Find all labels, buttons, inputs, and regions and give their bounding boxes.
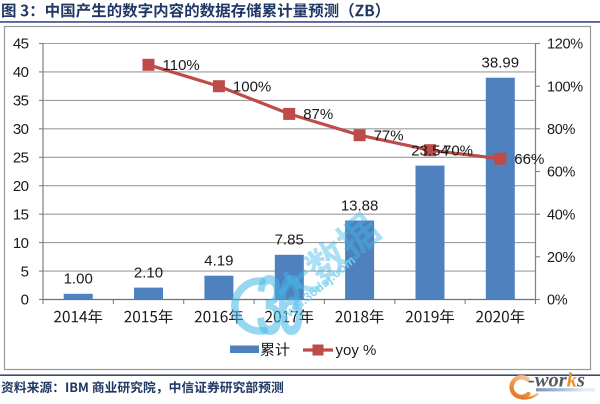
svg-text:38.99: 38.99 bbox=[482, 55, 520, 72]
svg-text:23.54: 23.54 bbox=[411, 142, 449, 159]
svg-text:70%: 70% bbox=[443, 142, 473, 159]
svg-text:0%: 0% bbox=[547, 293, 568, 309]
svg-text:100%: 100% bbox=[547, 79, 583, 95]
svg-text:0: 0 bbox=[21, 292, 29, 309]
svg-text:35: 35 bbox=[13, 93, 29, 110]
svg-text:100%: 100% bbox=[233, 78, 271, 95]
svg-text:1.00: 1.00 bbox=[64, 271, 93, 288]
svg-text:15: 15 bbox=[13, 206, 29, 223]
svg-text:10: 10 bbox=[13, 235, 29, 252]
svg-text:87%: 87% bbox=[303, 106, 333, 123]
svg-text:66%: 66% bbox=[514, 151, 544, 168]
svg-text:45: 45 bbox=[13, 36, 29, 53]
svg-text:5: 5 bbox=[21, 263, 29, 280]
svg-text:yoy %: yoy % bbox=[336, 342, 377, 359]
svg-text:25: 25 bbox=[13, 150, 29, 167]
svg-text:30: 30 bbox=[13, 121, 29, 138]
svg-text:4.19: 4.19 bbox=[204, 253, 233, 270]
svg-text:40%: 40% bbox=[547, 207, 576, 223]
svg-text:20: 20 bbox=[13, 178, 29, 195]
svg-text:60%: 60% bbox=[547, 165, 576, 181]
svg-text:2.10: 2.10 bbox=[134, 264, 163, 281]
svg-text:110%: 110% bbox=[163, 57, 200, 74]
svg-text:-works: -works bbox=[528, 370, 585, 392]
svg-text:40: 40 bbox=[13, 64, 29, 81]
svg-text:77%: 77% bbox=[374, 127, 404, 144]
svg-text:80%: 80% bbox=[547, 122, 576, 138]
svg-text:7.85: 7.85 bbox=[275, 232, 304, 249]
svg-text:120%: 120% bbox=[547, 37, 583, 53]
svg-text:13.88: 13.88 bbox=[341, 197, 379, 214]
svg-text:20%: 20% bbox=[547, 250, 576, 266]
